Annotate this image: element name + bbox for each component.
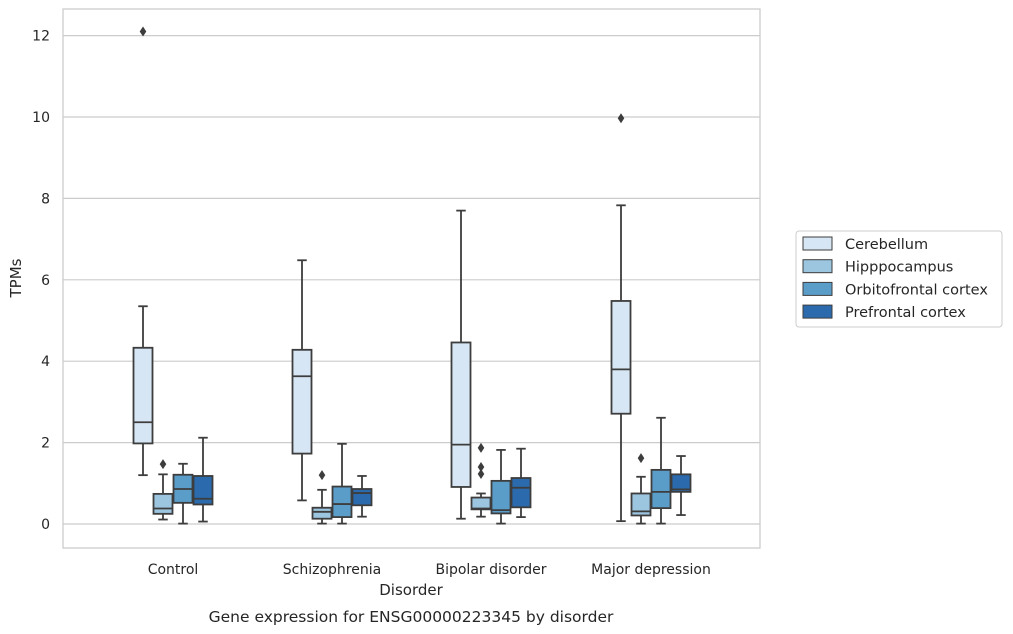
box (311, 506, 333, 520)
box (152, 492, 174, 515)
box-group (450, 209, 472, 520)
legend-label: Orbitofrontal cortex (845, 282, 988, 298)
x-tick-label: Control (148, 562, 199, 578)
legend: Cerebellum Hipppocampus Orbitofrontal cort… (795, 230, 1003, 328)
box (450, 341, 472, 488)
box-group (331, 442, 353, 525)
box-group (132, 26, 154, 477)
box-group (670, 455, 692, 516)
box-group (172, 462, 194, 525)
outlier-point (477, 468, 485, 479)
box (510, 477, 532, 509)
legend-label: Prefrontal cortex (845, 305, 966, 321)
box (192, 475, 214, 506)
box (630, 492, 652, 517)
outlier-point (139, 26, 147, 37)
plot-area (63, 9, 760, 548)
x-tick-label: Bipolar disorder (435, 562, 546, 578)
y-tick-label: 12 (32, 29, 50, 45)
box (470, 496, 492, 511)
outlier-point (159, 459, 167, 470)
boxes (132, 26, 692, 525)
box (331, 485, 353, 518)
box (291, 348, 313, 455)
box (490, 479, 512, 515)
box-group (291, 259, 313, 502)
box-group (351, 475, 373, 518)
legend-swatch (802, 236, 833, 251)
y-tick-label: 8 (41, 191, 50, 207)
outlier-point (477, 462, 485, 473)
box-group (650, 416, 672, 525)
y-tick-label: 0 (41, 517, 50, 533)
box (650, 468, 672, 510)
box-group (192, 436, 214, 523)
x-axis-ticks: Control Schizophrenia Bipolar disorder Majo… (148, 562, 711, 578)
box-group (470, 442, 492, 518)
y-tick-label: 2 (41, 436, 50, 452)
y-tick-label: 4 (41, 354, 50, 370)
box (670, 473, 692, 493)
x-tick-label: Major depression (591, 562, 711, 578)
box-group (152, 459, 174, 521)
box-group (490, 449, 512, 525)
box-group (610, 113, 632, 523)
y-axis-label: TPMs (7, 258, 25, 298)
box (351, 488, 373, 507)
legend-label: Hipppocampus (845, 260, 953, 276)
box-group (311, 470, 333, 525)
legend-swatch (802, 281, 833, 296)
chart-caption: Gene expression for ENSG00000223345 by d… (209, 608, 614, 626)
outlier-point (318, 470, 326, 481)
legend-frame (795, 230, 1003, 328)
legend-swatch (802, 259, 833, 274)
box-group (630, 453, 652, 525)
y-axis-ticks: 0 2 4 6 8 10 12 (32, 29, 50, 533)
x-tick-label: Schizophrenia (283, 562, 381, 578)
plot-frame (62, 8, 761, 549)
box (610, 300, 632, 415)
x-axis-label: Disorder (379, 581, 443, 599)
outlier-point (617, 113, 625, 124)
y-tick-label: 10 (32, 110, 50, 126)
box (132, 346, 154, 445)
outlier-point (477, 442, 485, 453)
gridlines (63, 34, 760, 525)
box-group (510, 447, 532, 518)
legend-swatch (802, 304, 833, 319)
legend-label: Cerebellum (845, 237, 928, 253)
outlier-point (637, 453, 645, 464)
y-tick-label: 6 (41, 273, 50, 289)
